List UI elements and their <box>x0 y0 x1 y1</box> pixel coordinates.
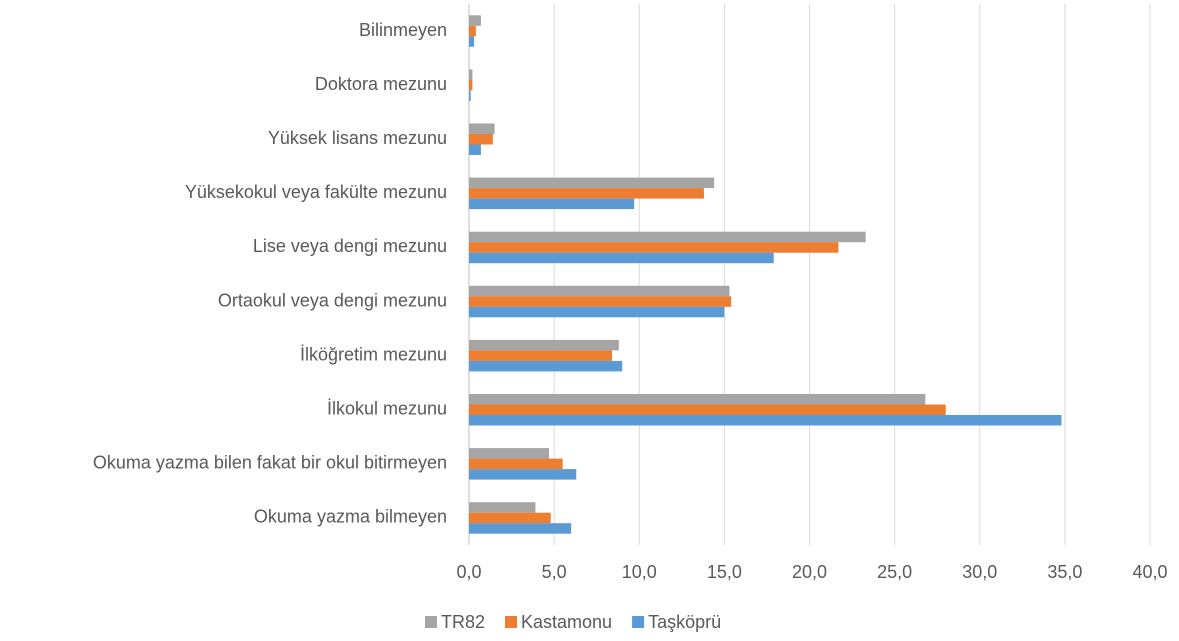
x-tick-label: 25,0 <box>877 562 912 582</box>
bar <box>469 15 481 26</box>
x-tick-label: 15,0 <box>707 562 742 582</box>
legend-label: TR82 <box>441 612 485 632</box>
legend-swatch <box>425 616 437 628</box>
x-tick-label: 30,0 <box>962 562 997 582</box>
bar <box>469 350 613 361</box>
bar <box>469 252 774 264</box>
bar <box>469 296 732 307</box>
legend-swatch <box>632 616 645 628</box>
legend-label: Taşköprü <box>648 612 721 632</box>
x-tick-label: 40,0 <box>1132 562 1167 582</box>
bar <box>469 285 730 297</box>
y-tick-label: Yüksek lisans mezunu <box>268 128 447 148</box>
bar <box>469 36 475 47</box>
bar <box>469 134 493 145</box>
y-tick-label: Ortaokul veya dengi mezunu <box>218 290 447 310</box>
bar <box>469 123 495 134</box>
bar <box>469 523 572 534</box>
bar <box>469 242 839 253</box>
bar <box>469 25 476 37</box>
y-tick-label: Doktora mezunu <box>315 74 447 94</box>
bar <box>469 90 471 101</box>
y-tick-label: Bilinmeyen <box>359 20 447 40</box>
bar <box>469 144 481 155</box>
bar <box>469 360 623 372</box>
bar <box>469 394 926 405</box>
bar <box>469 188 704 199</box>
legend-label: Kastamonu <box>521 612 612 632</box>
y-tick-label: Okuma yazma bilen fakat bir okul bitirme… <box>93 453 447 473</box>
bar <box>469 458 563 470</box>
bar <box>469 502 536 513</box>
y-tick-label: Yüksekokul veya fakülte mezunu <box>185 182 447 202</box>
bar <box>469 415 1062 426</box>
y-tick-label: Lise veya dengi mezunu <box>253 236 447 256</box>
bar <box>469 69 473 80</box>
y-tick-label: Okuma yazma bilmeyen <box>254 507 447 527</box>
legend-swatch <box>505 616 518 628</box>
x-tick-label: 35,0 <box>1047 562 1082 582</box>
bar <box>469 198 635 210</box>
x-tick-label: 0,0 <box>456 562 481 582</box>
bar <box>469 306 725 318</box>
bar <box>469 448 550 459</box>
bar <box>469 512 551 524</box>
bar <box>469 339 619 351</box>
bar <box>469 79 473 91</box>
bar <box>469 469 577 480</box>
y-tick-label: İlköğretim mezunu <box>300 344 447 364</box>
y-tick-label: İlkokul mezunu <box>327 399 447 419</box>
x-tick-label: 10,0 <box>622 562 657 582</box>
bar <box>469 231 866 243</box>
x-tick-label: 5,0 <box>542 562 567 582</box>
bar <box>469 404 946 415</box>
x-tick-label: 20,0 <box>792 562 827 582</box>
bar <box>469 177 715 189</box>
